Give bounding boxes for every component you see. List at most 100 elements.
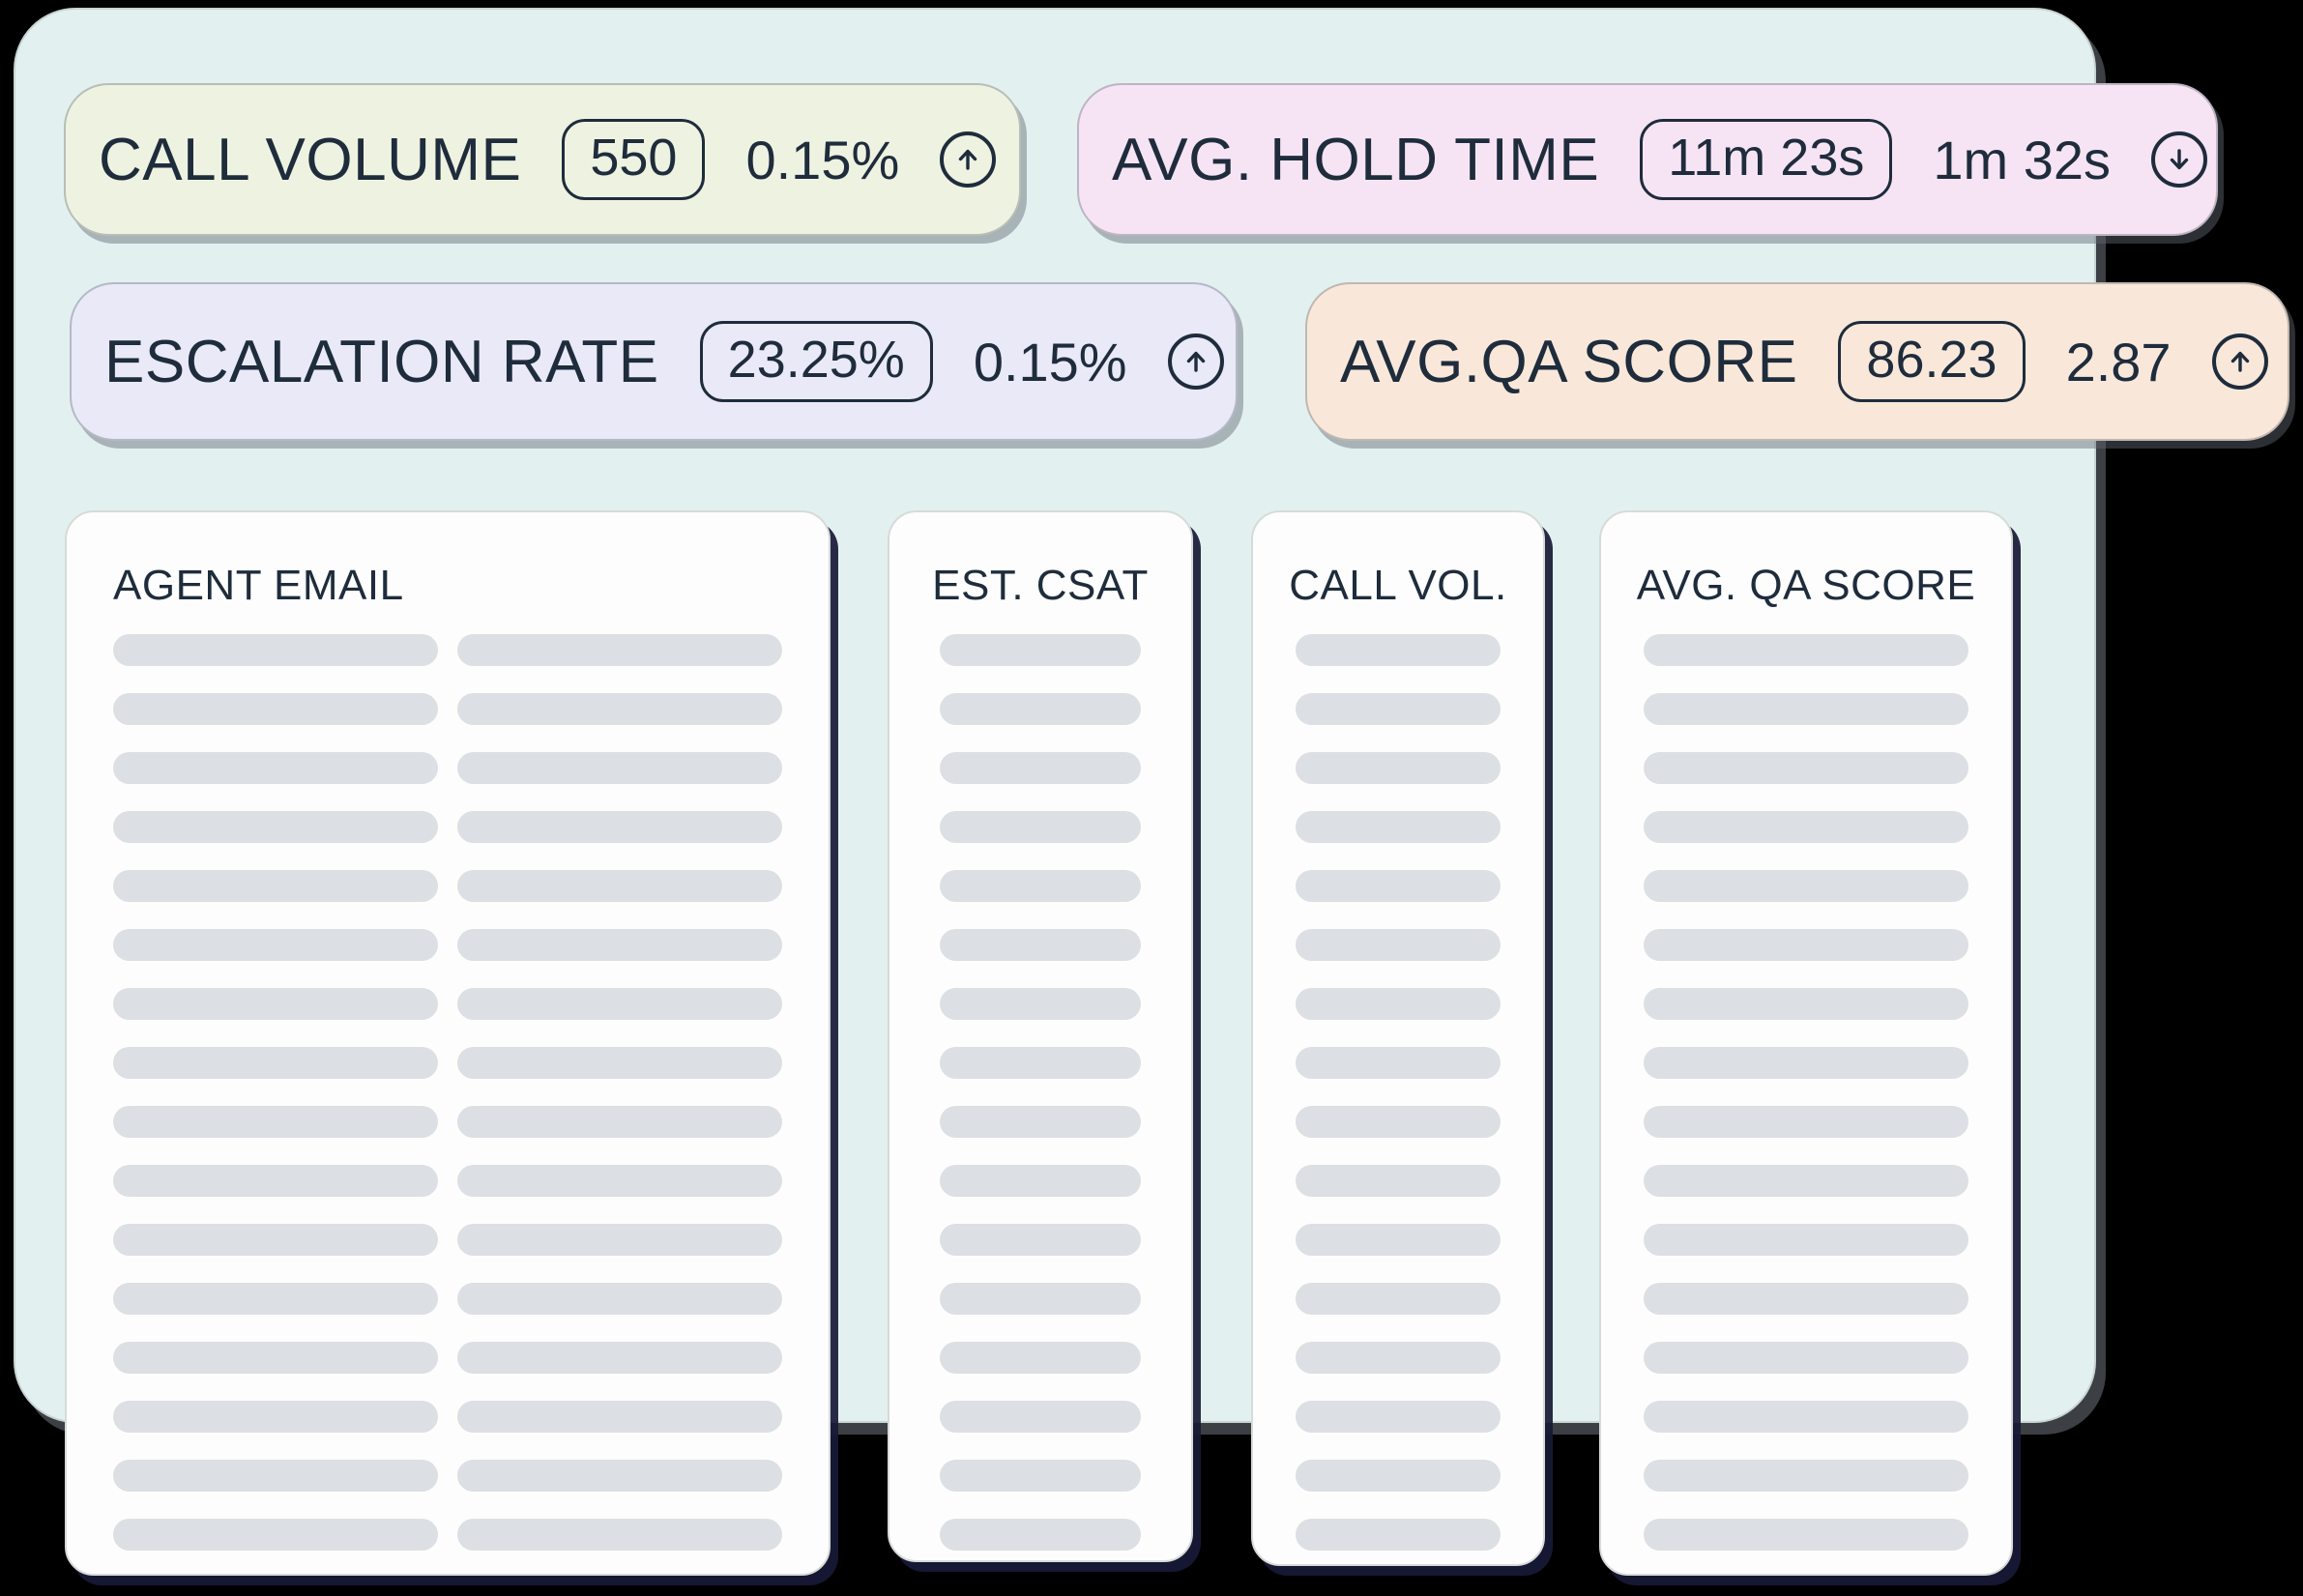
skeleton-row [1601, 1106, 2011, 1138]
skeleton-row [67, 1460, 829, 1492]
skeleton-row [1601, 1047, 2011, 1079]
skeleton-row [1601, 634, 2011, 666]
skeleton-row [889, 988, 1191, 1020]
skeleton-row [889, 1165, 1191, 1197]
skeleton-row [67, 870, 829, 902]
skeleton-row [1601, 1460, 2011, 1492]
skeleton-bar [1296, 1342, 1501, 1374]
skeleton-row [67, 752, 829, 784]
skeleton-row [67, 1047, 829, 1079]
skeleton-row [889, 634, 1191, 666]
skeleton-bar [457, 634, 782, 666]
skeleton-row [889, 752, 1191, 784]
skeleton-bar [940, 988, 1141, 1020]
skeleton-row [1253, 1283, 1543, 1315]
stat-label: AVG.QA SCORE [1340, 328, 1798, 395]
skeleton-row [1601, 988, 2011, 1020]
skeleton-list [67, 634, 829, 1551]
trend-up-icon [2211, 334, 2268, 390]
skeleton-bar [1296, 1165, 1501, 1197]
skeleton-bar [1296, 1106, 1501, 1138]
skeleton-bar [940, 1342, 1141, 1374]
skeleton-bar [1644, 811, 1968, 843]
stat-card-call-volume: CALL VOLUME 550 0.15% [64, 83, 1021, 236]
skeleton-row [67, 929, 829, 961]
skeleton-row [889, 1460, 1191, 1492]
skeleton-bar [940, 1283, 1141, 1315]
skeleton-bar [940, 811, 1141, 843]
skeleton-bar [940, 1519, 1141, 1551]
skeleton-bar [1296, 1460, 1501, 1492]
stat-card-escalation-rate: ESCALATION RATE 23.25% 0.15% [70, 282, 1238, 441]
skeleton-bar [940, 929, 1141, 961]
kpi-value-badge: 23.25% [699, 321, 933, 402]
skeleton-row [1601, 1401, 2011, 1433]
skeleton-bar [113, 1165, 438, 1197]
skeleton-row [1253, 634, 1543, 666]
skeleton-bar [457, 693, 782, 725]
skeleton-row [889, 1519, 1191, 1551]
skeleton-bar [940, 1401, 1141, 1433]
skeleton-bar [1296, 929, 1501, 961]
skeleton-bar [113, 1460, 438, 1492]
skeleton-bar [1296, 634, 1501, 666]
stat-label: AVG. HOLD TIME [1112, 126, 1600, 193]
delta-value: 1m 32s [1933, 129, 2111, 190]
skeleton-bar [457, 1165, 782, 1197]
skeleton-bar [113, 870, 438, 902]
skeleton-bar [1644, 870, 1968, 902]
skeleton-row [889, 1283, 1191, 1315]
skeleton-bar [1644, 752, 1968, 784]
skeleton-row [1601, 1283, 2011, 1315]
delta-value: 0.15% [973, 331, 1127, 392]
skeleton-bar [457, 1519, 782, 1551]
skeleton-row [889, 1106, 1191, 1138]
skeleton-row [67, 1224, 829, 1256]
skeleton-row [889, 1401, 1191, 1433]
skeleton-bar [1296, 1401, 1501, 1433]
skeleton-bar [113, 693, 438, 725]
skeleton-bar [1644, 1283, 1968, 1315]
skeleton-row [1253, 1224, 1543, 1256]
skeleton-bar [457, 1283, 782, 1315]
skeleton-bar [940, 752, 1141, 784]
skeleton-bar [113, 929, 438, 961]
skeleton-bar [113, 1401, 438, 1433]
skeleton-row [67, 693, 829, 725]
trend-down-icon [2151, 131, 2207, 188]
skeleton-bar [1644, 1519, 1968, 1551]
skeleton-bar [1644, 988, 1968, 1020]
skeleton-bar [1644, 1342, 1968, 1374]
skeleton-row [1253, 1047, 1543, 1079]
skeleton-bar [940, 1106, 1141, 1138]
skeleton-bar [1296, 988, 1501, 1020]
skeleton-row [1601, 1342, 2011, 1374]
skeleton-list [889, 634, 1191, 1551]
skeleton-bar [457, 988, 782, 1020]
skeleton-bar [113, 634, 438, 666]
skeleton-bar [940, 1460, 1141, 1492]
skeleton-bar [940, 634, 1141, 666]
skeleton-row [889, 811, 1191, 843]
skeleton-row [1253, 1401, 1543, 1433]
skeleton-bar [113, 1342, 438, 1374]
skeleton-bar [1296, 1283, 1501, 1315]
trend-up-icon [1167, 334, 1224, 390]
skeleton-row [67, 1519, 829, 1551]
skeleton-row [1601, 693, 2011, 725]
skeleton-bar [457, 811, 782, 843]
skeleton-row [889, 929, 1191, 961]
column-header: EST. CSAT [932, 562, 1149, 609]
skeleton-row [1253, 1165, 1543, 1197]
skeleton-row [1601, 929, 2011, 961]
skeleton-bar [1644, 929, 1968, 961]
kpi-value-badge: 11m 23s [1640, 119, 1893, 200]
column-header: CALL VOL. [1289, 562, 1507, 609]
skeleton-bar [457, 752, 782, 784]
skeleton-bar [113, 811, 438, 843]
column-header: AGENT EMAIL [113, 562, 404, 609]
skeleton-row [1253, 1460, 1543, 1492]
skeleton-bar [1644, 1460, 1968, 1492]
skeleton-list [1253, 634, 1543, 1551]
kpi-value-badge: 86.23 [1838, 321, 2026, 402]
